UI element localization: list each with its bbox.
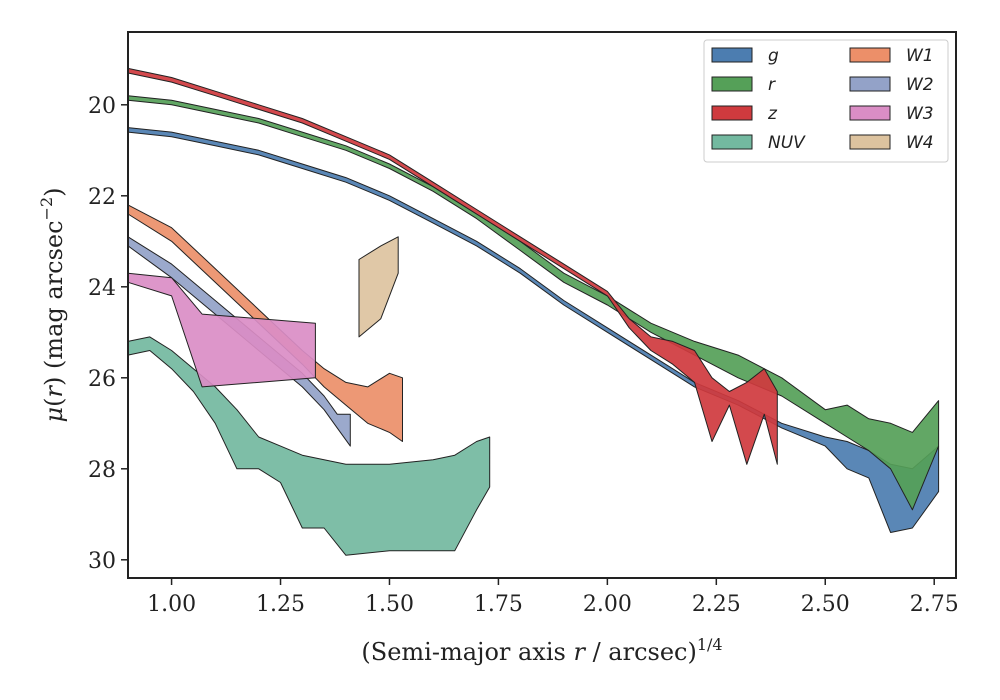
- x-tick-label: 2.25: [692, 592, 741, 617]
- y-tick-label: 28: [88, 458, 116, 483]
- band-w4: [358, 236, 399, 338]
- y-tick-label: 22: [88, 185, 116, 210]
- legend-swatch-w4: [849, 134, 891, 150]
- x-tick-label: 1.25: [256, 592, 305, 617]
- y-tick-label: 20: [88, 94, 116, 119]
- legend-swatch-w1: [849, 47, 891, 63]
- legend: grz NUV W1 W2 W3 W4: [703, 39, 949, 163]
- legend-label-nuv: NUV: [768, 133, 806, 153]
- legend-label-z: z: [767, 104, 778, 124]
- y-tick-label: 26: [88, 367, 116, 392]
- profile-bands: [127, 67, 940, 556]
- band-w3: [127, 272, 316, 388]
- legend-box: [703, 39, 949, 163]
- y-tick-label: 24: [88, 276, 116, 301]
- legend-swatch-r: [711, 76, 753, 92]
- band-z: [127, 67, 778, 465]
- x-tick-label: 1.75: [474, 592, 523, 617]
- legend-label-w1: W1: [906, 46, 934, 66]
- x-tick-label: 2.00: [583, 592, 632, 617]
- y-tick-label: 30: [88, 549, 116, 574]
- plot-frame: [127, 31, 957, 579]
- y-axis-label: μ(r) (mag arcsec−2): [37, 187, 68, 422]
- legend-label-w4: W4: [906, 133, 934, 153]
- band-nuv: [127, 336, 491, 556]
- x-tick-label: 2.50: [801, 592, 850, 617]
- x-tick-label: 2.75: [910, 592, 959, 617]
- x-axis-ticks: 1.00 1.25 1.50 1.75 2.00 2.25 2.50 2.75: [147, 578, 959, 617]
- legend-label-r: r: [768, 75, 776, 95]
- legend-swatch-z: [711, 105, 753, 121]
- x-tick-label: 1.50: [365, 592, 414, 617]
- legend-swatch-w3: [849, 105, 891, 121]
- legend-swatch-nuv: [711, 134, 753, 150]
- legend-label-g: g: [768, 46, 779, 66]
- y-axis-ticks: 20 22 24 26 28 30: [88, 94, 128, 574]
- legend-swatch-w2: [849, 76, 891, 92]
- legend-label-w2: W2: [906, 75, 934, 95]
- x-tick-label: 1.00: [147, 592, 196, 617]
- legend-label-w3: W3: [906, 104, 934, 124]
- legend-swatch-g: [711, 47, 753, 63]
- band-g: [127, 127, 940, 533]
- x-axis-label: (Semi-major axis r / arcsec)1/4: [361, 635, 722, 666]
